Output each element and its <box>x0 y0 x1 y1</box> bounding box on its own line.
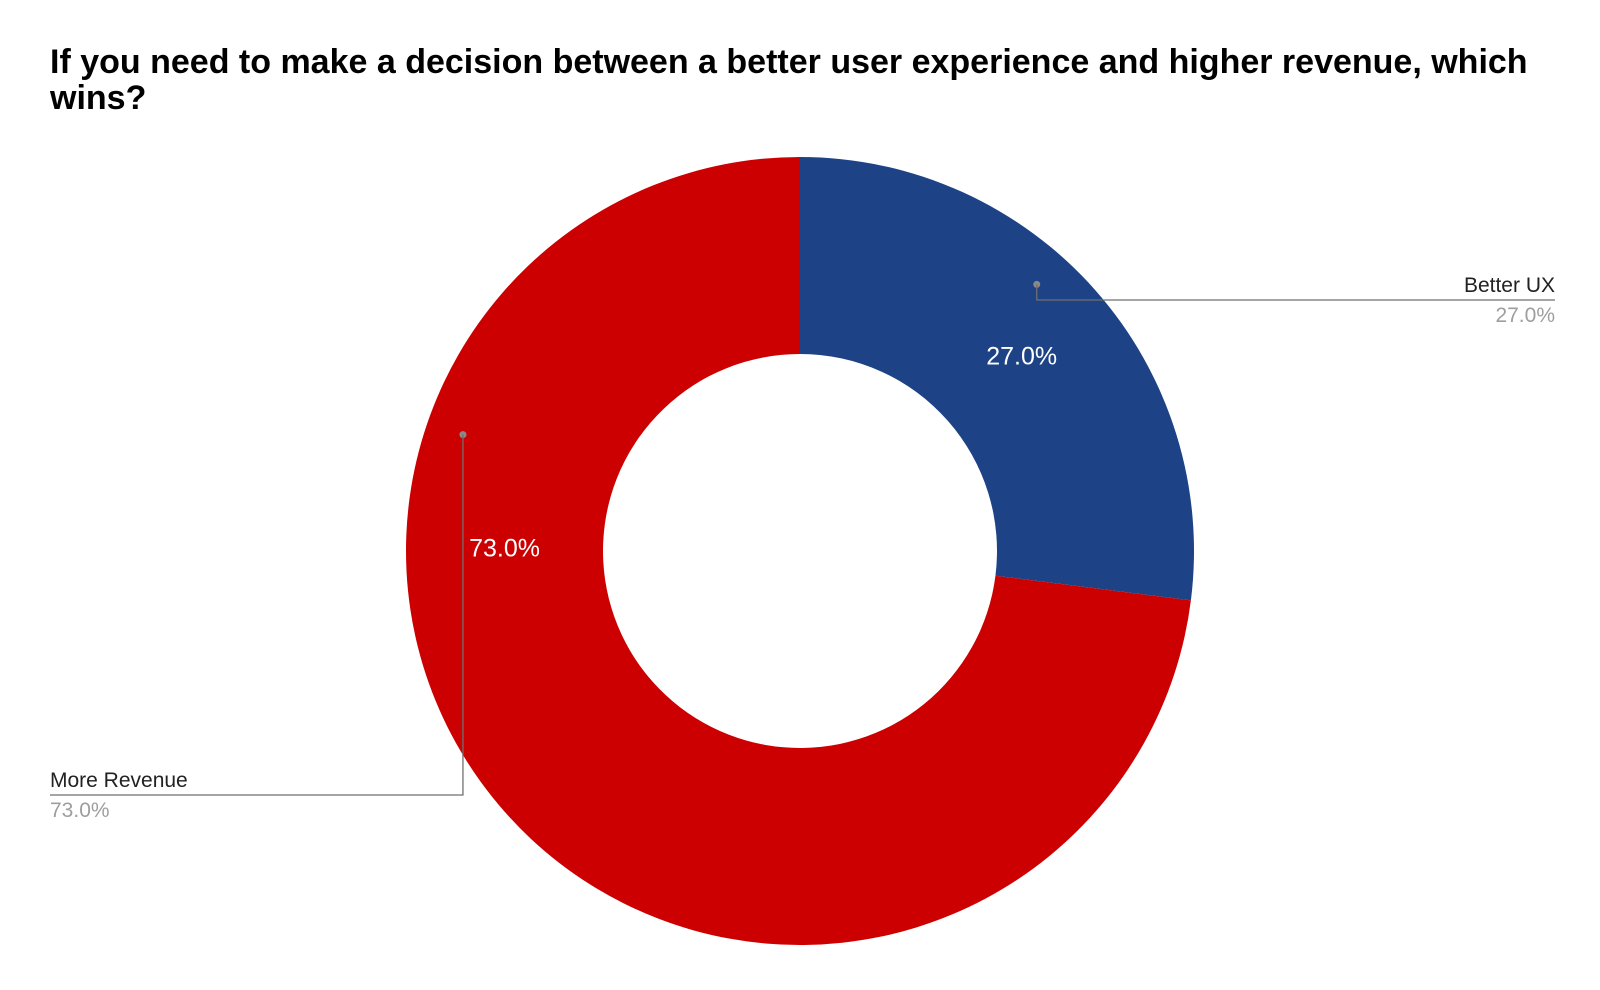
slices-group <box>405 156 1194 945</box>
slice-label-better-ux: 27.0% <box>986 343 1057 371</box>
chart-title: If you need to make a decision between a… <box>50 43 1528 117</box>
slice-more-revenue <box>405 156 1191 945</box>
callout-name-better-ux: Better UX <box>1464 274 1555 297</box>
callout-value-more-revenue: 73.0% <box>50 799 110 822</box>
callout-line-more-revenue <box>50 434 464 796</box>
callouts-group: Better UX 27.0% More Revenue 73.0% <box>50 274 1555 822</box>
callout-line-better-ux <box>1036 284 1555 301</box>
slice-better-ux <box>800 157 1194 601</box>
callout-name-more-revenue: More Revenue <box>50 769 188 792</box>
slice-labels-group: 27.0% 73.0% <box>469 343 1057 563</box>
slice-label-more-revenue: 73.0% <box>469 535 540 563</box>
callout-value-better-ux: 27.0% <box>1495 304 1555 327</box>
